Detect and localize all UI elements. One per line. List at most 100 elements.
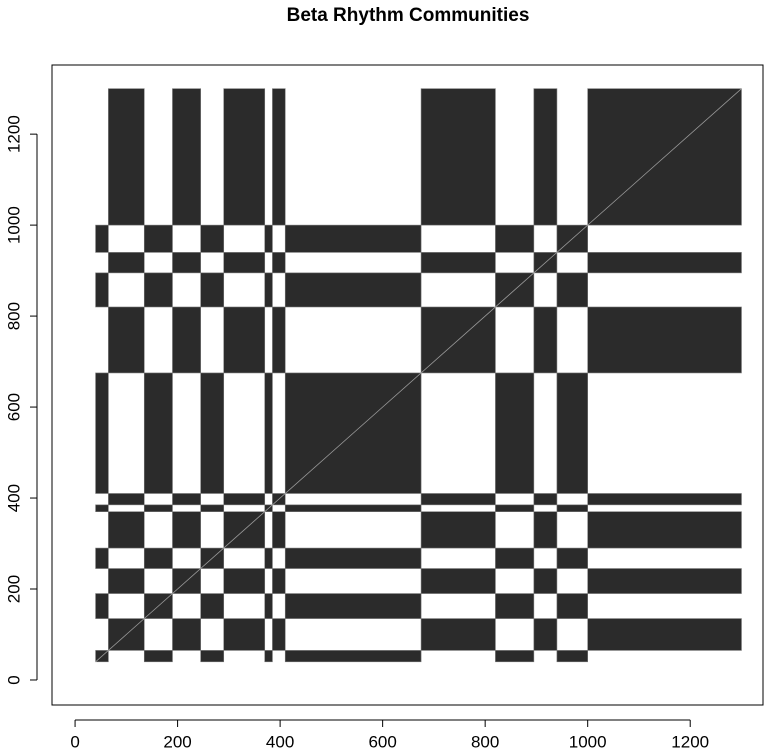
- matrix-block: [95, 547, 109, 569]
- matrix-block: [264, 547, 273, 569]
- matrix-block: [533, 568, 558, 594]
- matrix-block: [223, 252, 266, 274]
- y-tick-label: 1200: [4, 115, 23, 153]
- matrix-block: [587, 618, 742, 651]
- matrix-block: [495, 372, 535, 494]
- x-tick-label: 400: [266, 732, 294, 751]
- matrix-block: [420, 88, 496, 226]
- matrix-block: [533, 306, 558, 374]
- matrix-block: [264, 650, 273, 663]
- x-tick-label: 0: [70, 732, 79, 751]
- matrix-block: [172, 511, 201, 549]
- matrix-block: [587, 568, 742, 594]
- matrix-block: [587, 252, 742, 274]
- matrix-block: [200, 372, 225, 494]
- matrix-block: [272, 568, 286, 594]
- matrix-cells: [95, 88, 742, 663]
- matrix-block: [272, 618, 286, 651]
- matrix-block: [223, 568, 266, 594]
- matrix-block: [143, 547, 173, 569]
- matrix-block: [284, 272, 422, 308]
- matrix-block: [420, 511, 496, 549]
- matrix-block: [420, 252, 496, 274]
- matrix-block: [533, 88, 558, 226]
- matrix-block: [223, 88, 266, 226]
- matrix-block: [264, 272, 273, 308]
- matrix-block: [172, 252, 201, 274]
- matrix-block: [108, 568, 145, 594]
- matrix-block: [556, 272, 588, 308]
- matrix-block: [264, 224, 273, 253]
- matrix-block: [95, 372, 109, 494]
- matrix-block: [495, 504, 535, 512]
- matrix-block: [495, 650, 535, 663]
- matrix-block: [200, 504, 225, 512]
- x-tick-label: 1000: [569, 732, 607, 751]
- matrix-block: [108, 306, 145, 374]
- matrix-block: [172, 88, 201, 226]
- y-tick-label: 200: [4, 575, 23, 603]
- matrix-block: [272, 88, 286, 226]
- x-tick-label: 600: [368, 732, 396, 751]
- matrix-block: [556, 650, 588, 663]
- matrix-block: [264, 372, 273, 494]
- matrix-block: [143, 272, 173, 308]
- matrix-block: [556, 372, 588, 494]
- matrix-block: [420, 618, 496, 651]
- matrix-block: [95, 224, 109, 253]
- matrix-block: [495, 593, 535, 619]
- matrix-block: [420, 568, 496, 594]
- matrix-block: [108, 511, 145, 549]
- matrix-block: [200, 593, 225, 619]
- matrix-block: [272, 511, 286, 549]
- matrix-block: [284, 593, 422, 619]
- matrix-block: [95, 504, 109, 512]
- diagonal: [95, 88, 742, 663]
- y-tick-label: 1000: [4, 206, 23, 244]
- matrix-block: [272, 306, 286, 374]
- matrix-block: [533, 618, 558, 651]
- matrix-block: [264, 593, 273, 619]
- chart-title: Beta Rhythm Communities: [287, 5, 530, 26]
- matrix-block: [143, 372, 173, 494]
- matrix-block: [587, 306, 742, 374]
- matrix-block: [143, 650, 173, 663]
- x-tick-label: 200: [163, 732, 191, 751]
- matrix-block: [495, 547, 535, 569]
- y-tick-label: 800: [4, 302, 23, 330]
- matrix-block: [587, 493, 742, 506]
- matrix-block: [108, 88, 145, 226]
- x-tick-label: 800: [471, 732, 499, 751]
- matrix-block: [556, 547, 588, 569]
- matrix-block: [284, 504, 422, 512]
- matrix-block: [284, 224, 422, 253]
- plot-frame: [51, 64, 764, 706]
- y-tick-label: 0: [4, 675, 23, 684]
- matrix-block: [143, 224, 173, 253]
- matrix-block: [284, 547, 422, 569]
- matrix-block: [95, 593, 109, 619]
- matrix-block: [172, 306, 201, 374]
- matrix-block: [420, 493, 496, 506]
- y-tick-label: 600: [4, 393, 23, 421]
- matrix-block: [223, 306, 266, 374]
- matrix-block: [587, 511, 742, 549]
- matrix-block: [556, 504, 588, 512]
- matrix-block: [108, 493, 145, 506]
- matrix-block: [200, 224, 225, 253]
- matrix-block: [172, 493, 201, 506]
- matrix-block: [284, 650, 422, 663]
- y-tick-label: 400: [4, 484, 23, 512]
- matrix-block: [533, 493, 558, 506]
- matrix-block: [95, 272, 109, 308]
- matrix-block: [200, 272, 225, 308]
- matrix-block: [172, 618, 201, 651]
- matrix-block: [108, 252, 145, 274]
- matrix-block: [223, 493, 266, 506]
- matrix-block: [272, 252, 286, 274]
- matrix-block: [495, 224, 535, 253]
- matrix-block: [533, 511, 558, 549]
- matrix-block: [143, 504, 173, 512]
- matrix-block: [223, 618, 266, 651]
